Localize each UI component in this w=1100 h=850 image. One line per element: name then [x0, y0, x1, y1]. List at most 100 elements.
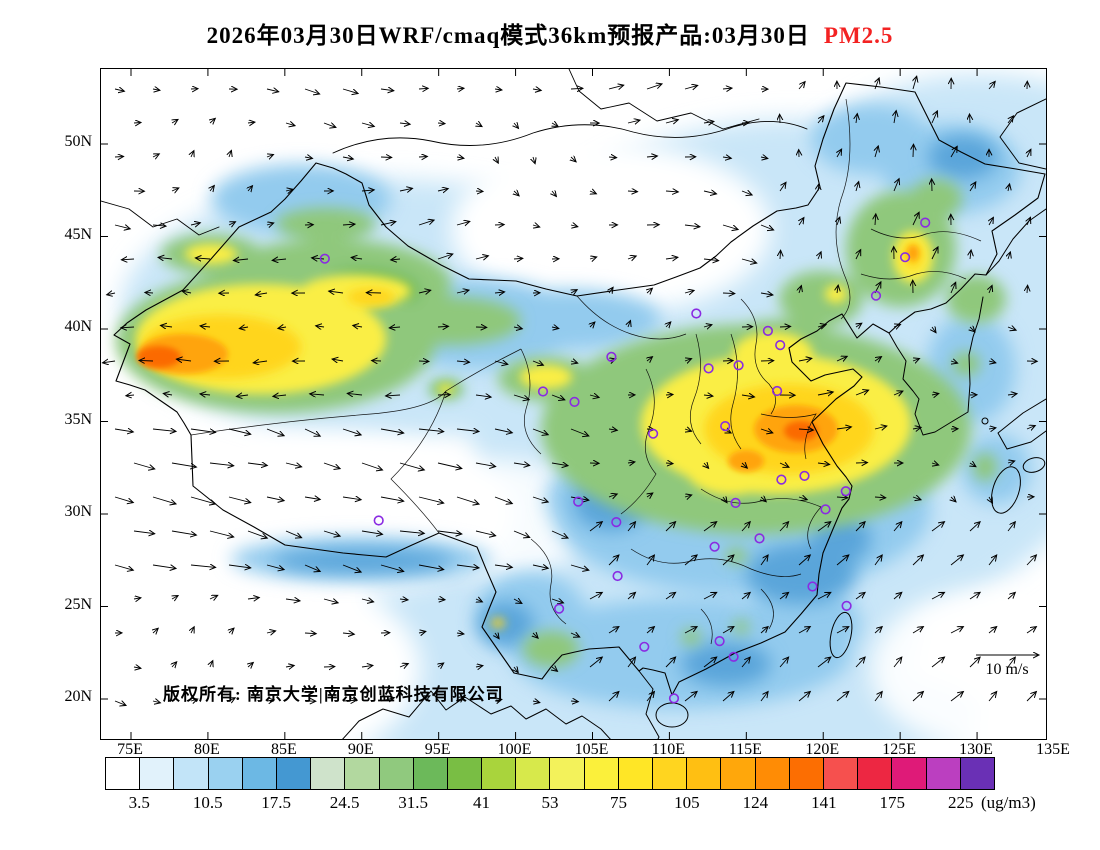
city-marker [799, 470, 810, 482]
wind-arrow [818, 184, 819, 192]
copyright-text: 版权所有: 南京大学|南京创蓝科技有限公司 [163, 685, 504, 704]
wind-arrow [475, 666, 483, 667]
wind-arrow [665, 592, 676, 600]
wind-arrow [437, 326, 449, 327]
wind-arrow [285, 599, 300, 601]
wind-arrow [114, 157, 124, 158]
wind-arrow [418, 157, 427, 158]
wind-arrow [608, 429, 617, 430]
wind-arrow [513, 258, 523, 259]
wind-arrow [741, 657, 750, 668]
wind-arrow [893, 391, 903, 395]
wind-arrow [646, 84, 662, 90]
lon-axis-label: 105E [574, 741, 609, 758]
wind-arrow [304, 564, 320, 571]
wind-arrow [893, 179, 899, 192]
wind-arrow [722, 157, 731, 158]
wind-arrow [152, 701, 160, 703]
city-marker [807, 581, 818, 592]
wind-arrow [818, 252, 821, 260]
wind-arrow [989, 217, 993, 226]
wind-arrow [247, 463, 267, 466]
wind-arrow [323, 599, 338, 603]
wind-arrow [627, 191, 638, 192]
city-marker [373, 515, 384, 526]
colorbar-tick-label: 105 [674, 793, 700, 812]
wind-arrow [133, 531, 155, 534]
wind-arrow [665, 191, 678, 192]
wind-arrow [950, 146, 957, 158]
wind-arrow [684, 429, 692, 431]
wind-arrow [760, 627, 768, 634]
wind-arrow [513, 530, 530, 537]
wind-arrow [969, 592, 980, 600]
colorbar-cell [755, 758, 790, 789]
wind-arrow [741, 258, 757, 263]
wind-arrow [722, 692, 734, 702]
wind-arrow [988, 627, 997, 634]
wind-arrow [304, 88, 320, 94]
wind-arrow [190, 428, 216, 432]
wind-arrow [646, 692, 654, 702]
wind-arrow [647, 357, 653, 361]
wind-arrow [236, 395, 249, 397]
wind-arrow [114, 496, 133, 503]
wind-arrow [278, 327, 287, 328]
wind-arrow [703, 395, 713, 396]
wind-arrow [114, 429, 133, 432]
wind-arrow [438, 663, 444, 667]
wind-arrow [741, 395, 755, 397]
wind-arrow [114, 564, 133, 570]
wind-arrow [195, 258, 211, 259]
colorbar-cell [584, 758, 619, 789]
colorbar-cell [789, 758, 824, 789]
wind-arrow [817, 592, 831, 600]
wind-arrow [817, 116, 824, 124]
wind-arrow [1027, 217, 1031, 226]
wind-arrow [798, 627, 810, 634]
wind-arrow [533, 633, 538, 638]
colorbar-cell [276, 758, 312, 789]
wind-arrow [247, 530, 267, 538]
wind-arrow [913, 144, 914, 158]
japan-shikoku-island [1022, 457, 1046, 473]
colorbar-tick-label: 225 [948, 793, 974, 812]
wind-arrow [229, 222, 236, 225]
colorbar-cell [311, 758, 346, 789]
wind-arrow [779, 182, 786, 192]
wind-arrow [703, 191, 717, 194]
wind-arrow [836, 627, 849, 634]
wind-arrow [1007, 461, 1015, 463]
wind-arrow [875, 78, 879, 90]
colorbar-cell [106, 758, 141, 789]
wind-arrow [342, 700, 356, 701]
colorbar-tick-label: 41 [473, 793, 491, 812]
wind-arrow [874, 627, 882, 634]
wind-arrow [628, 321, 631, 328]
wind-arrow [703, 657, 717, 668]
wind-arrow [456, 697, 464, 701]
wind-arrow [209, 463, 234, 466]
city-marker [776, 474, 787, 485]
wind-arrow [780, 250, 781, 260]
wind-arrow [988, 81, 995, 90]
wind-arrow [855, 592, 865, 600]
wind-arrow [380, 428, 404, 433]
wind-arrow [437, 531, 462, 534]
wind-arrow [380, 496, 404, 501]
wind-arrow [152, 565, 176, 568]
wind-arrow [551, 327, 559, 329]
wind-arrow [418, 220, 434, 226]
wind-arrow [361, 190, 374, 191]
wind-arrow [418, 631, 426, 633]
city-marker [733, 360, 744, 371]
wind-arrow [950, 627, 963, 634]
wind-arrow [893, 592, 902, 600]
wind-arrow [475, 395, 491, 397]
city-marker [647, 428, 659, 439]
wind-arrow [684, 290, 694, 293]
wind-arrow [342, 88, 358, 94]
title-text: 2026年03月30日WRF/cmaq模式36km预报产品:03月30日 [206, 23, 810, 48]
forecast-map-svg [101, 69, 1046, 739]
